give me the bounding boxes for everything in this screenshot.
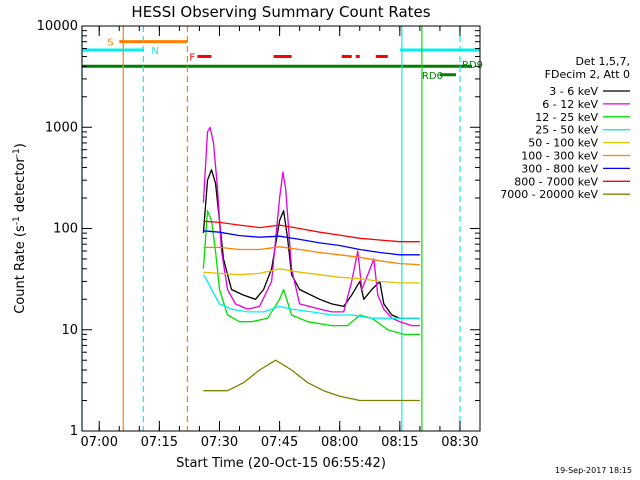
y-tick-label-2: 100	[53, 222, 78, 237]
x-tick-label-4: 08:00	[321, 435, 358, 450]
flag-label-2: F	[189, 52, 195, 63]
legend-label-8: 7000 - 20000 keV	[500, 188, 598, 201]
legend-header-1: FDecim 2, Att 0	[545, 68, 630, 81]
y-axis-label-part-2: detector	[13, 157, 28, 217]
series-line-0	[202, 169, 420, 319]
series-line-8	[203, 359, 420, 402]
flag-label-4: RD6	[422, 71, 443, 82]
flag-label-1: N	[151, 46, 158, 57]
legend-label-7: 800 - 7000 keV	[514, 175, 598, 188]
flag-label-0: S	[107, 38, 113, 49]
y-axis-label: Count Rate (s-1 detector-1)	[12, 143, 28, 314]
legend-label-0: 3 - 6 keV	[549, 85, 598, 98]
y-tick-label-4: 10000	[37, 19, 78, 34]
x-tick-label-5: 08:15	[381, 435, 418, 450]
x-axis-label: Start Time (20-Oct-15 06:55:42)	[176, 456, 386, 471]
x-tick-label-6: 08:30	[441, 435, 478, 450]
legend-label-2: 12 - 25 keV	[535, 111, 598, 124]
y-tick-label-1: 10	[61, 323, 78, 338]
y-tick-label-0: 1	[70, 424, 78, 439]
legend-label-3: 25 - 50 keV	[535, 124, 598, 137]
legend-label-6: 300 - 800 keV	[521, 162, 598, 175]
chart-title: HESSI Observing Summary Count Rates	[131, 3, 431, 21]
y-axis-label-part-4: )	[13, 143, 28, 148]
legend-label-4: 50 - 100 keV	[528, 137, 598, 150]
series-line-1	[202, 126, 420, 327]
series-line-4	[203, 268, 420, 284]
series-line-5	[203, 246, 420, 266]
x-tick-label-0: 07:00	[81, 435, 118, 450]
x-tick-label-1: 07:15	[141, 435, 178, 450]
series-line-3	[202, 274, 420, 319]
flag-label-3: RD9	[462, 60, 483, 71]
series-line-7	[203, 220, 420, 243]
x-tick-label-2: 07:30	[201, 435, 238, 450]
plot-frame	[81, 25, 481, 432]
y-tick-label-3: 1000	[45, 120, 78, 135]
series-line-6	[203, 230, 420, 256]
x-tick-label-3: 07:45	[261, 435, 298, 450]
y-axis-label-part-3: -1	[12, 148, 22, 157]
legend-label-5: 100 - 300 keV	[521, 150, 598, 163]
legend-header-0: Det 1,5,7,	[575, 55, 630, 68]
legend-label-1: 6 - 12 keV	[542, 98, 598, 111]
y-axis-label-part-1: -1	[12, 216, 22, 225]
timestamp: 19-Sep-2017 18:15	[555, 466, 632, 475]
y-axis-label-part-0: Count Rate (s	[13, 225, 28, 314]
series-line-2	[202, 210, 420, 336]
